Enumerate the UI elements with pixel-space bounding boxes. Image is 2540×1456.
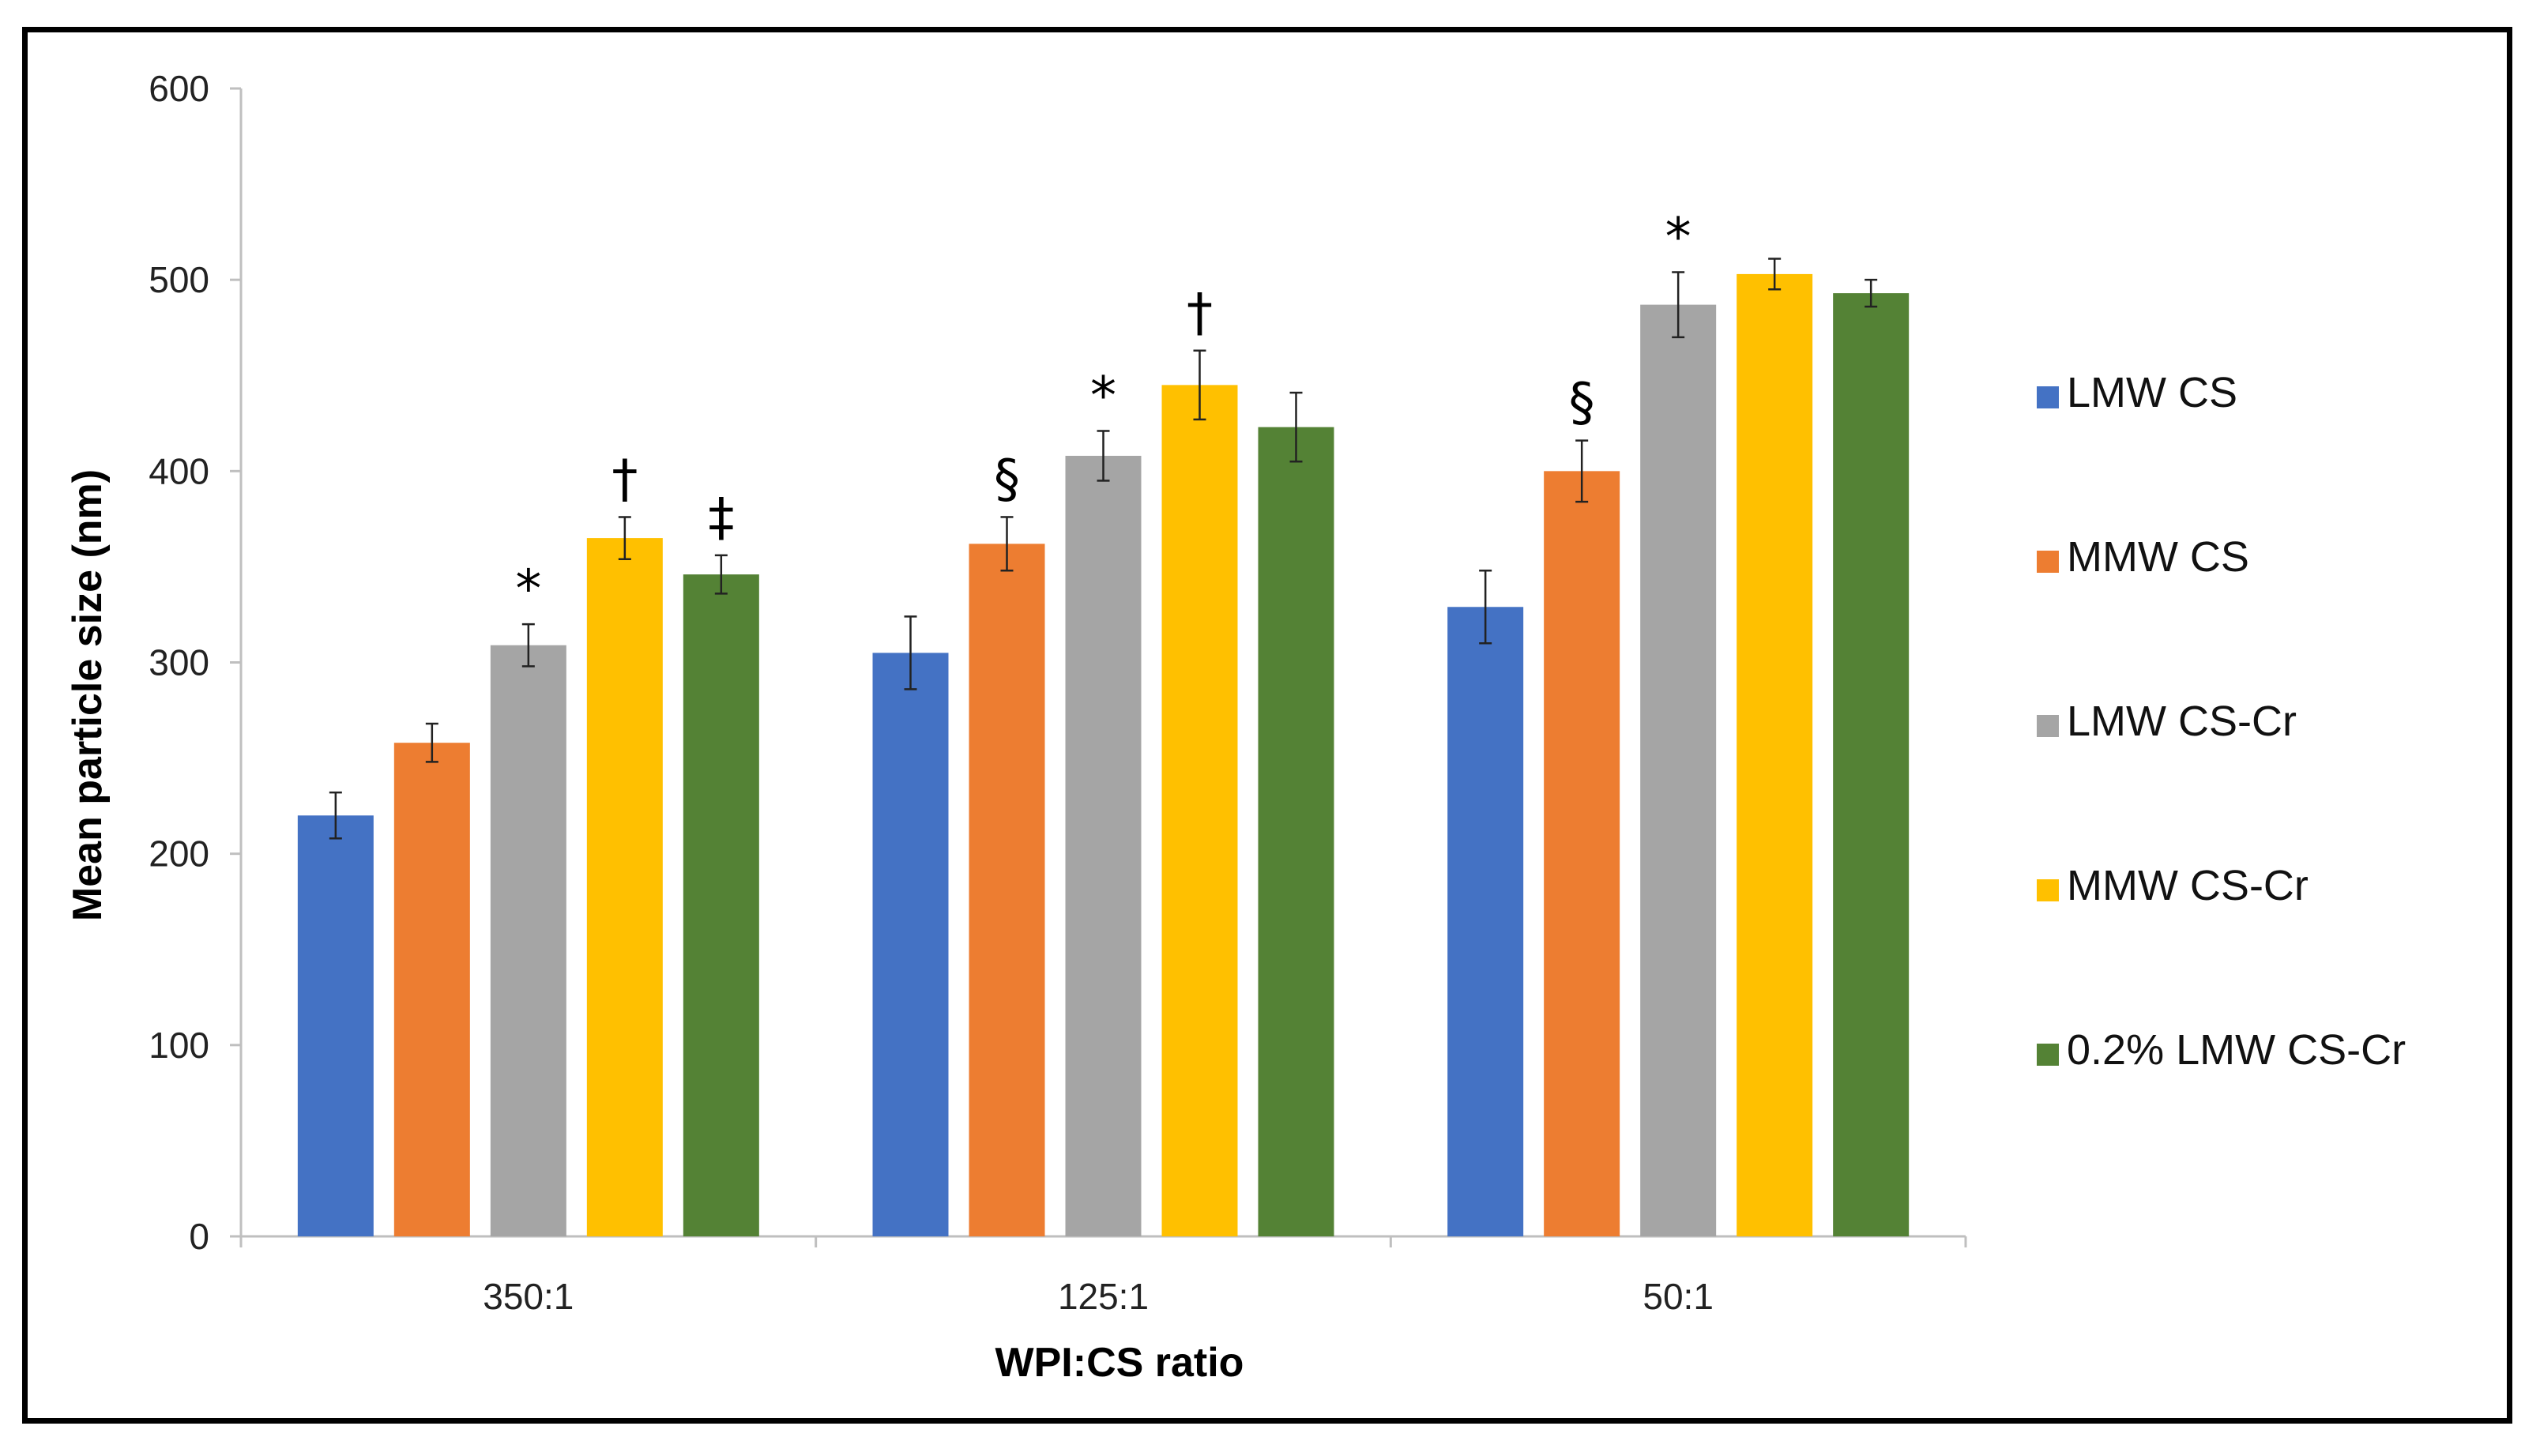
legend-label: 0.2% LMW CS-Cr [2067, 1026, 2406, 1074]
x-tick-label: 350:1 [483, 1276, 574, 1317]
legend-swatch [2037, 386, 2059, 408]
significance-marker: † [611, 448, 638, 509]
significance-marker: ‡ [708, 487, 734, 547]
legend-label: MMW CS-Cr [2067, 862, 2309, 909]
bar [1258, 427, 1334, 1236]
x-tick-label: 50:1 [1643, 1276, 1714, 1317]
y-tick-label: 600 [149, 68, 209, 109]
legend-label: LMW CS [2067, 369, 2237, 416]
legend-swatch [2037, 1044, 2059, 1066]
x-axis-title: WPI:CS ratio [995, 1340, 1244, 1386]
bar [969, 544, 1045, 1236]
significance-marker: § [1569, 372, 1595, 433]
legend-swatch [2037, 715, 2059, 737]
bar [1161, 385, 1238, 1236]
bar [297, 815, 374, 1236]
bar [683, 574, 759, 1236]
significance-marker: † [1187, 282, 1213, 343]
bar [1737, 273, 1813, 1237]
bar [872, 653, 949, 1236]
bar [1065, 455, 1142, 1236]
legend-label: LMW CS-Cr [2067, 698, 2297, 745]
legend-swatch [2037, 879, 2059, 901]
bar [1833, 293, 1910, 1236]
y-tick-label: 200 [149, 833, 209, 875]
significance-marker: * [515, 559, 541, 619]
y-tick-label: 300 [149, 642, 209, 683]
bar [393, 743, 470, 1236]
y-tick-label: 0 [189, 1216, 209, 1257]
bar [1640, 304, 1717, 1237]
y-axis: 0 100 200 300 400 500 600 [149, 68, 243, 1257]
bar [1447, 607, 1524, 1236]
bars-group: * † ‡ § * † § * [297, 206, 1910, 1237]
x-axis: 350:1 125:1 50:1 [239, 1235, 1967, 1317]
bar [586, 538, 663, 1236]
x-tick-label: 125:1 [1058, 1276, 1149, 1317]
significance-marker: * [1090, 365, 1116, 426]
y-tick-label: 400 [149, 450, 209, 491]
significance-marker: * [1665, 206, 1691, 267]
y-axis-title: Mean particle size (nm) [65, 469, 111, 921]
y-tick-label: 500 [149, 259, 209, 300]
legend-swatch [2037, 551, 2059, 573]
y-tick-label: 100 [149, 1025, 209, 1066]
legend: LMW CS MMW CS LMW CS-Cr MMW CS-Cr 0.2% LMW C… [2037, 369, 2406, 1074]
legend-label: MMW CS [2067, 533, 2249, 581]
significance-marker: § [994, 448, 1020, 509]
bar [490, 645, 566, 1236]
bar [1544, 471, 1620, 1236]
